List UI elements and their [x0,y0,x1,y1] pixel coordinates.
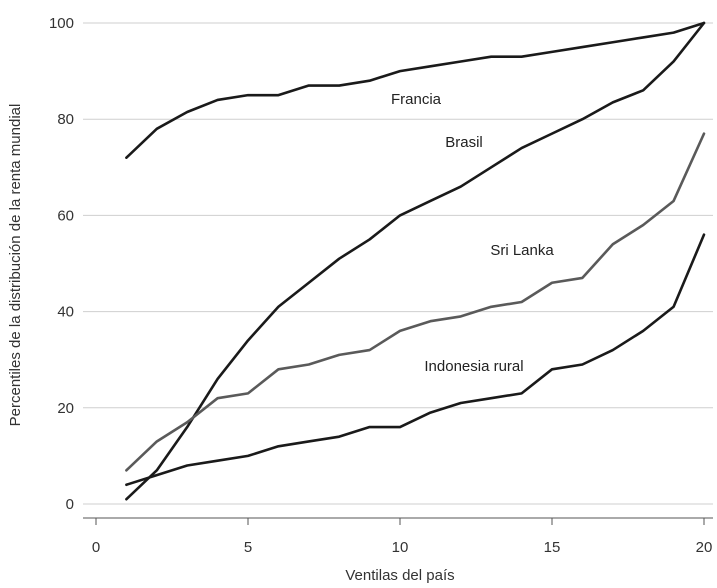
series-line-sri-lanka [125,132,706,472]
y-tick-label: 0 [66,496,74,513]
x-tick-label: 0 [92,539,100,556]
series-label-francia: Francia [391,91,442,108]
series-lines [125,21,706,501]
series-label-brasil: Brasil [445,134,483,151]
x-tick-label: 10 [392,539,409,556]
y-tick-label: 100 [49,15,74,32]
y-axis-title: Percentiles de la distribución de la ren… [7,104,24,427]
series-line-francia [125,21,706,159]
x-tick-label: 5 [244,539,252,556]
series-label-sri-lanka: Sri Lanka [490,242,554,259]
series-line-indonesia-rural [125,233,706,487]
x-tick-label: 20 [696,539,713,556]
x-ticks: 0 5 10 15 20 [92,518,713,556]
x-axis-title: Ventilas del país [345,567,454,584]
y-tick-label: 20 [57,400,74,417]
x-tick-label: 15 [544,539,561,556]
y-tick-label: 60 [57,207,74,224]
y-tick-label: 40 [57,304,74,321]
series-labels: Francia Brasil Sri Lanka Indonesia rural [391,91,554,375]
series-line-brasil [125,21,706,501]
y-tick-label: 80 [57,111,74,128]
y-ticks: 0 20 40 60 80 100 [49,15,74,513]
gridlines [83,22,713,505]
series-label-indonesia-rural: Indonesia rural [424,358,523,375]
